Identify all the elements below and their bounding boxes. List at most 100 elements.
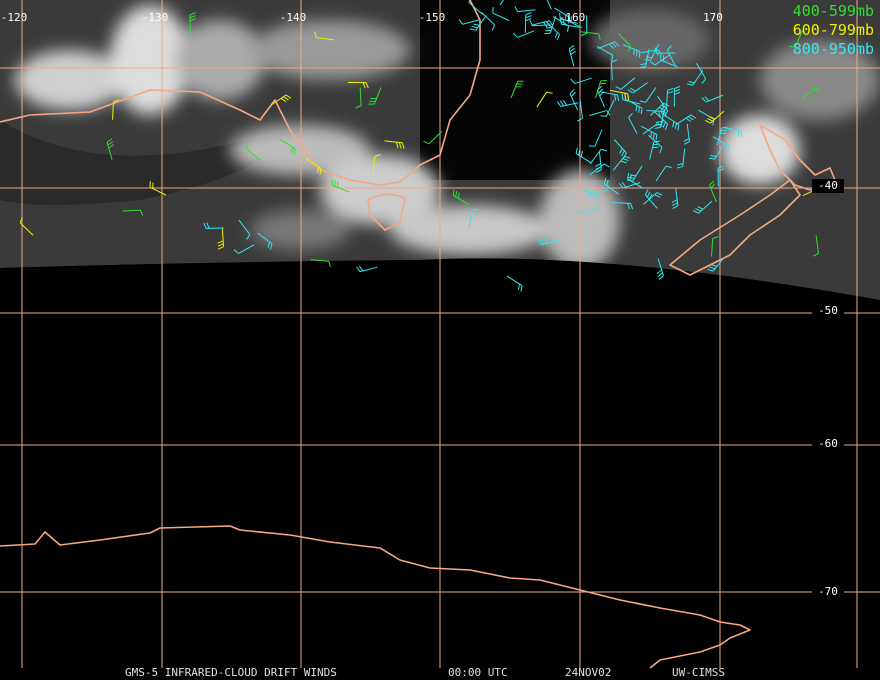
barb-flag: [701, 97, 707, 103]
barb-flag: [189, 12, 196, 16]
barb-flag: [693, 210, 699, 214]
longitude-label: -150: [419, 11, 446, 24]
barb: [238, 219, 251, 235]
barb-flag: [686, 83, 693, 86]
barb-flag: [740, 131, 743, 138]
barb-flag: [556, 101, 562, 107]
barb-flag: [649, 61, 656, 66]
barb: [815, 235, 819, 254]
barb: [622, 44, 640, 52]
barb-flag: [491, 24, 496, 31]
barb: [582, 189, 599, 200]
barb-flag: [655, 134, 658, 141]
barb-flag: [657, 272, 663, 277]
barb-flag: [709, 266, 716, 270]
wind-barbs: [19, 0, 824, 292]
barb-flag: [293, 148, 296, 155]
barb-flag: [149, 181, 151, 188]
barb-flag: [709, 180, 715, 186]
latitude-label: -70: [818, 585, 838, 598]
barb-flag: [595, 169, 602, 173]
barb-flag: [452, 189, 455, 196]
barb-flag: [635, 105, 638, 112]
barb-flag: [623, 152, 627, 159]
barb-flag: [664, 110, 669, 117]
barb-flag: [512, 32, 518, 38]
barb: [468, 1, 483, 15]
barb-flag: [620, 160, 627, 164]
barb-flag: [685, 117, 692, 123]
barb: [517, 9, 536, 13]
barb-flag: [720, 132, 727, 135]
barb-flag: [644, 59, 651, 61]
barb-flag: [595, 163, 601, 167]
barb-flag: [355, 105, 362, 109]
barb-flag: [656, 192, 663, 196]
barb-flag: [472, 208, 479, 211]
barb-flag: [663, 102, 670, 107]
barb: [794, 30, 803, 48]
barb-flag: [660, 111, 664, 118]
barb-flag: [662, 121, 666, 128]
barb-flag: [655, 121, 662, 123]
barb-flag: [652, 133, 655, 140]
barb-flag: [108, 144, 114, 149]
barb-flag: [812, 252, 819, 257]
barb-flag: [570, 78, 576, 84]
barb-flag: [707, 268, 714, 272]
barb-flag: [568, 17, 571, 24]
barb-flag: [365, 82, 369, 89]
longitude-label: -120: [1, 11, 28, 24]
barb: [492, 12, 510, 22]
barb-flag: [812, 89, 819, 93]
barb-flag: [704, 96, 710, 102]
barb-flag: [139, 209, 144, 216]
longitude-label: -130: [142, 11, 169, 24]
barb-flag: [656, 269, 662, 275]
barb-flag: [688, 116, 694, 121]
barb-flag: [233, 249, 239, 254]
barb-flag: [246, 234, 251, 240]
barb-flag: [576, 208, 581, 214]
label-bg: [812, 585, 844, 599]
barb: [620, 77, 636, 90]
barb-flag: [578, 149, 581, 156]
barb: [245, 148, 261, 161]
barb-flag: [615, 86, 622, 90]
footer-text: GMS-5 INFRARED-CLOUD DRIFT WINDS: [125, 666, 337, 679]
latitude-label: -40: [818, 179, 838, 192]
barb-flag: [285, 94, 292, 99]
barb-flag: [401, 142, 405, 149]
barb-flag: [627, 89, 634, 94]
barb-flag: [567, 25, 570, 32]
barb: [605, 99, 615, 117]
barb-flag: [638, 106, 640, 113]
barb: [316, 37, 335, 41]
barb-flag: [359, 265, 364, 272]
barb-flag: [658, 275, 664, 280]
barb-flag: [603, 177, 607, 184]
barb-flag: [423, 140, 430, 145]
barb-flag: [283, 96, 289, 101]
barb: [589, 163, 605, 176]
barb-flag: [598, 33, 601, 40]
barb-flag: [667, 90, 674, 94]
barb-flag: [595, 166, 602, 170]
barb-flag: [356, 266, 361, 272]
barb-flag: [695, 208, 702, 212]
barb: [372, 156, 376, 175]
barb-flag: [710, 155, 717, 158]
barb-flag: [569, 89, 575, 95]
footer-text: 24NOV02: [565, 666, 611, 679]
barb-flag: [815, 87, 821, 91]
barb-flag: [458, 19, 464, 25]
barb-flag: [652, 146, 659, 149]
barb-flag: [107, 141, 114, 146]
barb-flag: [19, 216, 23, 223]
barb-flag: [657, 110, 661, 117]
barb-flag: [152, 182, 154, 189]
barb-flag: [657, 123, 663, 128]
barb-flag: [640, 63, 647, 66]
barb-flag: [701, 78, 707, 84]
barb-flag: [570, 50, 576, 56]
